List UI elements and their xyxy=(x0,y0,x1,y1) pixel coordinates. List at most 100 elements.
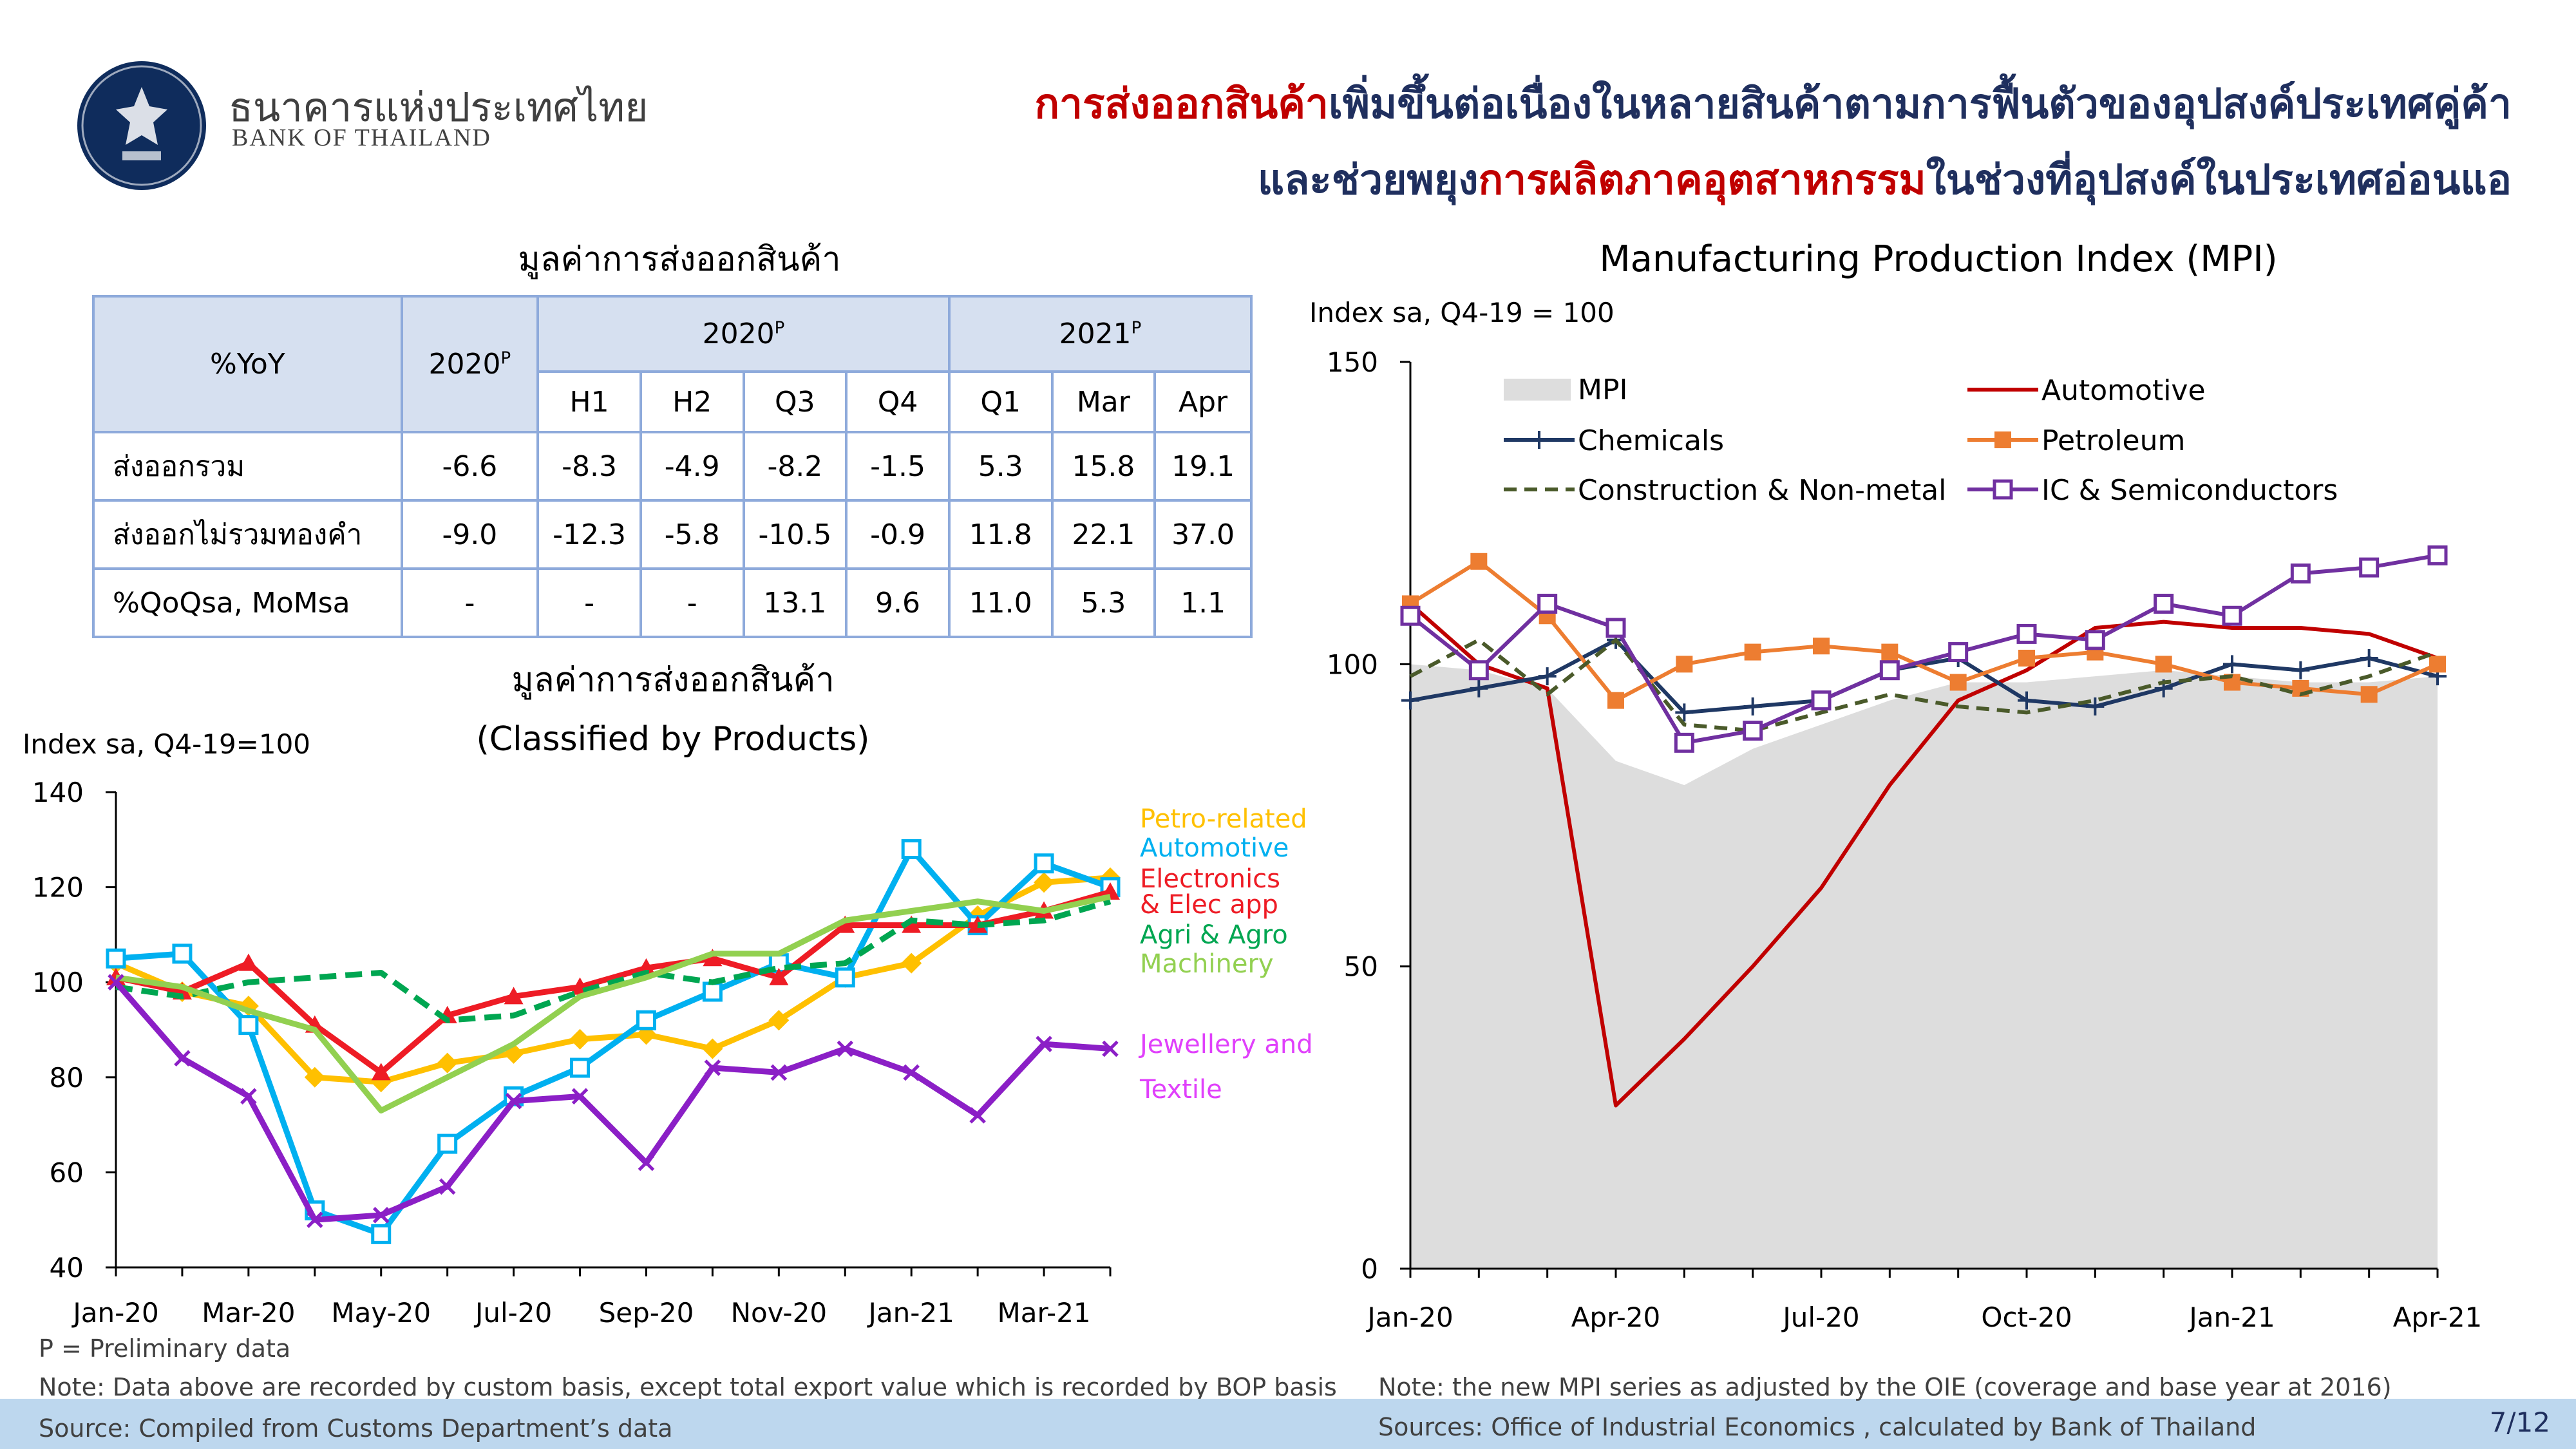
data-point xyxy=(835,967,855,988)
data-point xyxy=(702,981,723,1002)
table-subheader: H2 xyxy=(639,370,745,433)
export-chart-title: มูลค่าการส่งออกสินค้า xyxy=(511,661,835,699)
table-cell: 11.8 xyxy=(947,499,1054,570)
headline-line-1: การส่งออกสินค้าเพิ่มขึ้นต่อเนื่องในหลายส… xyxy=(1034,71,2512,137)
table-subheader: Q1 xyxy=(947,370,1054,433)
data-point xyxy=(106,948,126,969)
headline-navy-part: เพิ่มขึ้นต่อเนื่องในหลายสินค้าตามการฟื้น… xyxy=(1328,80,2512,128)
headline-red-part-2: การผลิตภาคอุตสาหกรรม xyxy=(1478,156,1926,204)
y-tick-label: 120 xyxy=(32,872,84,904)
data-point xyxy=(240,1088,257,1105)
bank-name-thai: ธนาคารแห่งประเทศไทย xyxy=(229,84,649,131)
preliminary-mark: P xyxy=(1131,318,1142,338)
data-point xyxy=(238,1015,259,1036)
data-point xyxy=(1036,1036,1052,1052)
legend-label: Electronics xyxy=(1140,864,1280,894)
data-point xyxy=(504,987,524,1005)
table-cell: 5.3 xyxy=(1050,567,1157,638)
row-label: ส่งออกไม่รวมทองคำ xyxy=(92,499,403,570)
legend-label: & Elec app xyxy=(1140,890,1278,920)
source-right: Sources: Office of Industrial Economics … xyxy=(1378,1413,2257,1441)
series-line xyxy=(115,889,1112,1075)
table-cell: 1.1 xyxy=(1153,567,1253,638)
preliminary-mark: P xyxy=(500,348,511,368)
x-tick-label: Jan-20 xyxy=(71,1297,158,1329)
row-label: %QoQsa, MoMsa xyxy=(92,567,403,638)
series-machinery xyxy=(115,893,1111,1113)
table-cell: -4.9 xyxy=(639,431,745,502)
data-point xyxy=(969,1107,986,1124)
table-cell: 37.0 xyxy=(1153,499,1253,570)
x-tick-label: May-20 xyxy=(331,1297,431,1329)
data-point xyxy=(437,1133,458,1154)
headline-line-2: และช่วยพยุงการผลิตภาคอุตสาหกรรมในช่วงที่… xyxy=(1258,147,2512,213)
table-cell: 13.1 xyxy=(742,567,848,638)
note-right: Note: the new MPI series as adjusted by … xyxy=(1378,1373,2392,1401)
legend-label: Petro-related xyxy=(1140,804,1307,834)
headline-navy-part-a: และช่วยพยุง xyxy=(1257,156,1479,204)
legend-label: Textile xyxy=(1139,1075,1222,1104)
data-point xyxy=(902,915,922,933)
table-cell: -8.3 xyxy=(536,431,642,502)
table-row: ส่งออกรวม -6.6 -8.3 -4.9 -8.2 -1.5 5.3 1… xyxy=(92,431,1253,502)
series-line xyxy=(113,980,1111,1223)
data-point xyxy=(638,1154,655,1171)
series-line xyxy=(115,875,1111,1085)
x-tick-label: Mar-21 xyxy=(997,1297,1090,1329)
note-left: Note: Data above are recorded by custom … xyxy=(39,1373,1337,1401)
data-point xyxy=(703,949,723,967)
table-subheader: Mar xyxy=(1050,370,1157,433)
data-point xyxy=(372,1207,390,1224)
table-cell: 9.6 xyxy=(845,567,951,638)
data-point xyxy=(903,1064,920,1081)
data-point xyxy=(304,1066,325,1088)
header-text: 2021 xyxy=(1059,317,1132,350)
x-tick-label: Nov-20 xyxy=(731,1297,827,1329)
table-header-group-2021: 2021P xyxy=(947,295,1253,373)
export-chart-subtitle: (Classified by Products) xyxy=(476,720,870,759)
data-point xyxy=(770,1064,788,1081)
preliminary-mark: P xyxy=(774,318,785,338)
data-point xyxy=(174,1050,191,1067)
data-point xyxy=(371,1063,391,1081)
source-left: Source: Compiled from Customs Department… xyxy=(39,1414,673,1443)
row-label: ส่งออกรวม xyxy=(92,431,403,502)
table-subheader: H1 xyxy=(536,370,642,433)
data-point xyxy=(1034,853,1054,874)
table-cell: - xyxy=(400,567,540,638)
legend-label: Machinery xyxy=(1140,949,1274,979)
data-point xyxy=(307,1211,323,1228)
table-cell: 22.1 xyxy=(1050,499,1157,570)
table-cell: 5.3 xyxy=(947,431,1054,502)
table-cell: -10.5 xyxy=(742,499,848,570)
headline-navy-part-b: ในช่วงที่อุปสงค์ในประเทศอ่อนแอ xyxy=(1926,156,2512,204)
series-line xyxy=(115,893,1111,1113)
table-header-2020-annual: 2020P xyxy=(400,295,540,433)
export-chart-title-block: มูลค่าการส่งออกสินค้า (Classified by Pro… xyxy=(412,650,934,769)
y-tick-label: 40 xyxy=(50,1252,84,1283)
data-point xyxy=(569,1028,591,1050)
y-tick-label: 140 xyxy=(32,777,84,808)
data-point xyxy=(371,1224,392,1244)
data-point xyxy=(901,952,922,974)
table-row: ส่งออกไม่รวมทองคำ -9.0 -12.3 -5.8 -10.5 … xyxy=(92,499,1253,570)
table-cell: - xyxy=(639,567,745,638)
header-text: 2020 xyxy=(702,317,775,350)
table-cell: 19.1 xyxy=(1153,431,1253,502)
x-tick-label: Jul-20 xyxy=(473,1297,552,1329)
table-subheader: Q4 xyxy=(845,370,951,433)
data-point xyxy=(901,839,922,860)
data-point xyxy=(1102,1040,1119,1057)
headline-red-part: การส่งออกสินค้า xyxy=(1034,80,1329,128)
data-point xyxy=(108,974,124,990)
y-tick-label: 100 xyxy=(32,967,84,998)
data-point xyxy=(505,1092,522,1110)
table-cell: - xyxy=(536,567,642,638)
series-line xyxy=(115,898,1112,1023)
footer-bar xyxy=(0,1399,2576,1449)
page-number: 7/12 xyxy=(2489,1406,2550,1438)
bank-logo xyxy=(77,61,206,190)
table-row: %QoQsa, MoMsa - - - 13.1 9.6 11.0 5.3 1.… xyxy=(92,567,1253,638)
table-corner-header: %YoY xyxy=(92,295,403,433)
data-point xyxy=(636,1010,656,1030)
